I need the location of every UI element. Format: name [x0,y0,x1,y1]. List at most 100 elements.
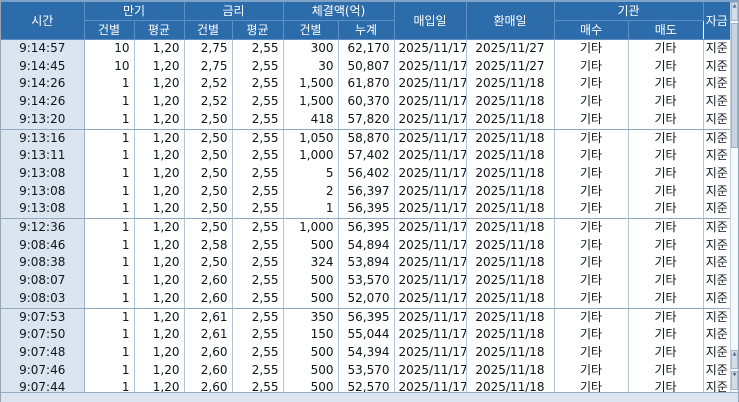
cell[interactable]: 62,170 [338,39,395,58]
cell[interactable]: 1 [84,254,135,273]
cell[interactable]: 2025/11/18 [466,218,555,237]
cell[interactable]: 9:13:20 [1,110,85,130]
cell[interactable]: 2,55 [232,308,284,327]
cell[interactable]: 57,820 [338,110,395,130]
cell[interactable]: 54,394 [338,343,395,362]
cell[interactable]: 2025/11/18 [466,236,555,255]
cell[interactable]: 2,55 [232,289,284,309]
cell[interactable]: 1,20 [134,200,185,220]
cell[interactable]: 2025/11/17 [394,39,467,58]
cell[interactable]: 9:13:08 [1,182,85,201]
cell[interactable]: 2025/11/27 [466,39,555,58]
cell[interactable]: 지준 [703,182,730,201]
cell[interactable]: 2,55 [232,164,284,183]
cell[interactable]: 500 [283,272,339,290]
cell[interactable]: 1 [84,343,135,362]
cell[interactable]: 1,20 [134,147,185,165]
cell[interactable]: 2025/11/17 [394,254,467,273]
cell[interactable]: 2,55 [232,75,284,94]
cell[interactable]: 2,50 [184,200,233,220]
cell[interactable]: 2025/11/17 [394,361,467,380]
cell[interactable]: 2,52 [184,75,233,94]
cell[interactable]: 2,60 [184,361,233,380]
table-row[interactable]: 9:13:08 1 1,20 2,50 2,55 2 56,397 2025/11/17 202… [1,182,730,201]
table-row[interactable]: 9:13:20 1 1,20 2,50 2,55 418 57,820 2025/11/17 2… [1,110,730,130]
cell[interactable]: 기타 [628,236,704,255]
cell[interactable]: 9:14:57 [1,39,85,58]
cell[interactable]: 지준 [703,326,730,344]
cell[interactable]: 기타 [554,129,629,148]
cell[interactable]: 2,50 [184,254,233,273]
cell[interactable]: 2,58 [184,236,233,255]
cell[interactable]: 기타 [628,272,704,290]
cell[interactable]: 2,55 [232,147,284,165]
cell[interactable]: 1 [84,182,135,201]
cell[interactable]: 2025/11/17 [394,182,467,201]
table-row[interactable]: 9:14:26 1 1,20 2,52 2,55 1,500 61,870 2025/11/1… [1,75,730,94]
cell[interactable]: 61,870 [338,75,395,94]
cell[interactable]: 2,50 [184,164,233,183]
cell[interactable]: 기타 [628,182,704,201]
cell[interactable]: 지준 [703,343,730,362]
cell[interactable]: 지준 [703,39,730,58]
table-row[interactable]: 9:13:08 1 1,20 2,50 2,55 5 56,402 2025/11/17 202… [1,164,730,183]
cell[interactable]: 지준 [703,218,730,237]
cell[interactable]: 53,570 [338,272,395,290]
cell[interactable]: 2025/11/17 [394,236,467,255]
cell[interactable]: 기타 [628,39,704,58]
cell[interactable]: 1,20 [134,289,185,309]
cell[interactable]: 1,050 [283,129,339,148]
cell[interactable]: 1,20 [134,129,185,148]
cell[interactable]: 2,61 [184,326,233,344]
cell[interactable]: 기타 [554,361,629,380]
cell[interactable]: 기타 [628,75,704,94]
cell[interactable]: 2025/11/17 [394,308,467,327]
cell[interactable]: 58,870 [338,129,395,148]
cell[interactable]: 1 [84,93,135,111]
cell[interactable]: 9:14:26 [1,75,85,94]
horizontal-scrollbar-strip[interactable] [1,392,738,402]
cell[interactable]: 기타 [554,218,629,237]
cell[interactable]: 2,61 [184,308,233,327]
cell[interactable]: 1,20 [134,326,185,344]
cell[interactable]: 지준 [703,147,730,165]
cell[interactable]: 2025/11/18 [466,326,555,344]
cell[interactable]: 9:07:48 [1,343,85,362]
cell[interactable]: 2025/11/18 [466,147,555,165]
cell[interactable]: 55,044 [338,326,395,344]
cell[interactable]: 1,500 [283,75,339,94]
cell[interactable]: 2025/11/18 [466,75,555,94]
cell[interactable]: 기타 [554,343,629,362]
cell[interactable]: 기타 [554,164,629,183]
cell[interactable]: 지준 [703,272,730,290]
cell[interactable]: 2025/11/18 [466,93,555,111]
cell[interactable]: 기타 [554,236,629,255]
cell[interactable]: 2,50 [184,110,233,130]
cell[interactable]: 2025/11/18 [466,129,555,148]
cell[interactable]: 1,20 [134,93,185,111]
table-row[interactable]: 9:13:08 1 1,20 2,50 2,55 1 56,395 2025/11/17 202… [1,200,730,220]
cell[interactable]: 56,397 [338,182,395,201]
cell[interactable]: 9:13:08 [1,200,85,220]
cell[interactable]: 1,20 [134,75,185,94]
cell[interactable]: 9:13:11 [1,147,85,165]
cell[interactable]: 2,55 [232,93,284,111]
table-row[interactable]: 9:12:36 1 1,20 2,50 2,55 1,000 56,395 2025/11/1… [1,218,730,237]
cell[interactable]: 9:12:36 [1,218,85,237]
cell[interactable]: 1,20 [134,272,185,290]
cell[interactable]: 56,395 [338,218,395,237]
cell[interactable]: 2 [283,182,339,201]
cell[interactable]: 2025/11/18 [466,343,555,362]
cell[interactable]: 1 [84,147,135,165]
table-row[interactable]: 9:07:50 1 1,20 2,61 2,55 150 55,044 2025/11/17 2… [1,326,730,344]
cell[interactable]: 지준 [703,110,730,130]
cell[interactable]: 2,55 [232,57,284,76]
table-row[interactable]: 9:14:26 1 1,20 2,52 2,55 1,500 60,370 2025/11/1… [1,93,730,111]
cell[interactable]: 53,894 [338,254,395,273]
cell[interactable]: 2,50 [184,182,233,201]
cell[interactable]: 2,55 [232,110,284,130]
cell[interactable]: 2,55 [232,218,284,237]
cell[interactable]: 2025/11/17 [394,75,467,94]
cell[interactable]: 2,52 [184,93,233,111]
cell[interactable]: 60,370 [338,93,395,111]
